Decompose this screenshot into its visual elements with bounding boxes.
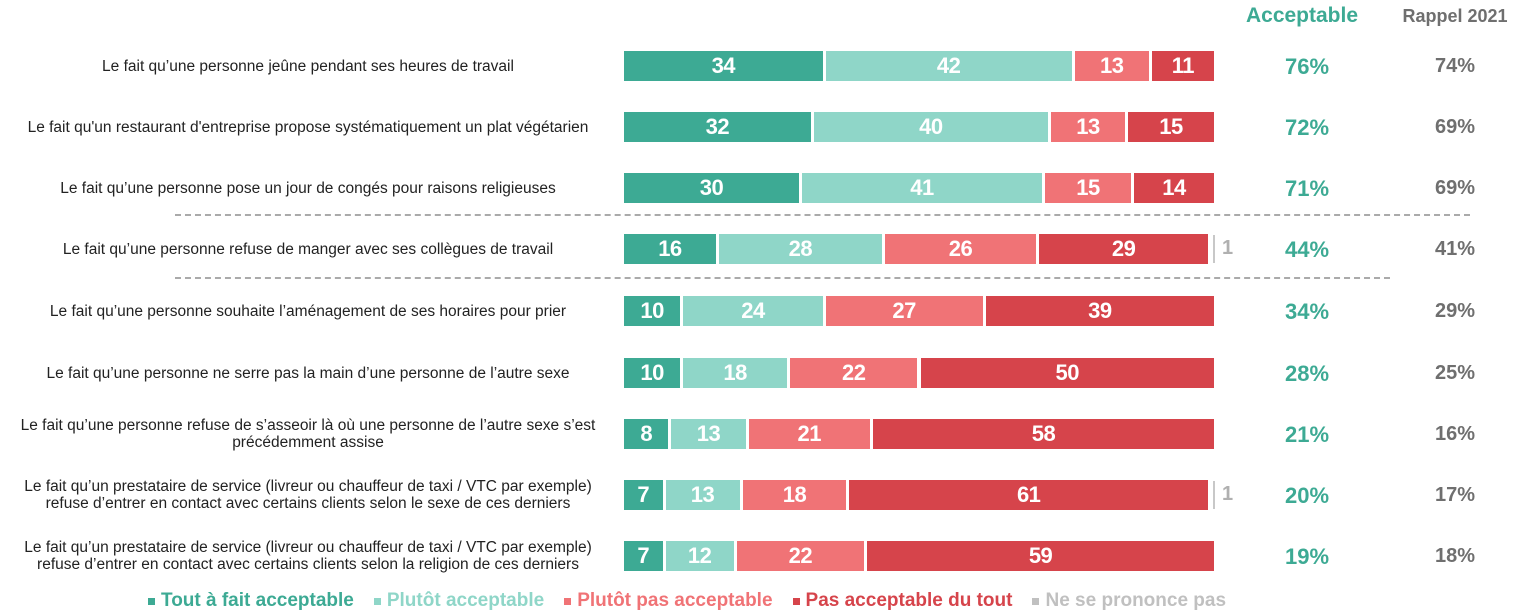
bar-segment-pas-du-tout: 58: [873, 419, 1214, 449]
legend-swatch: [564, 597, 572, 605]
legend-label: Tout à fait acceptable: [161, 590, 354, 611]
rappel-2021-value: 74%: [1434, 55, 1476, 77]
bar-segment-plutot-pas: 26: [884, 234, 1037, 264]
bar-segment-plutot-acceptable: 41: [801, 173, 1043, 203]
category-label: Le fait qu’une personne pose un jour de …: [60, 179, 556, 197]
bar-segment-pas-du-tout: 14: [1133, 173, 1214, 203]
acceptable-value: 20%: [1284, 483, 1330, 508]
bar-segment-plutot-pas: 13: [1050, 112, 1126, 142]
acceptable-value: 19%: [1284, 544, 1330, 569]
legend-item: Ne se prononce pas: [1032, 590, 1226, 612]
row-separator: [175, 277, 1390, 279]
rappel-2021-value: 41%: [1434, 238, 1476, 260]
category-label: Le fait qu'un restaurant d'entreprise pr…: [27, 118, 589, 136]
bar-segment-plutot-pas: 27: [825, 296, 983, 326]
bar-segment-plutot-pas: 22: [736, 541, 865, 571]
category-label: Le fait qu’une personne refuse de manger…: [62, 240, 554, 258]
bar-segment-plutot-pas: 18: [742, 480, 847, 510]
legend-item: Plutôt pas acceptable: [564, 590, 773, 612]
bar-segment-pas-du-tout: 15: [1128, 112, 1214, 142]
category-label: Le fait qu’une personne ne serre pas la …: [46, 364, 570, 382]
bar-segment-pas-du-tout: 39: [985, 296, 1214, 326]
rappel-2021-value: 25%: [1434, 362, 1476, 384]
legend-label: Ne se prononce pas: [1045, 590, 1227, 611]
bar-segment-plutot-acceptable: 18: [683, 358, 788, 388]
rappel-2021-value: 18%: [1434, 545, 1476, 567]
legend-item: Plutôt acceptable: [373, 590, 545, 612]
category-label: Le fait qu’un prestataire de service (li…: [24, 539, 592, 573]
bar-segment-plutot-acceptable: 12: [665, 541, 734, 571]
category-label: Le fait qu’une personne souhaite l’aména…: [49, 302, 567, 320]
bar-segment-plutot-pas: 15: [1045, 173, 1131, 203]
legend: Tout à fait acceptable Plutôt acceptable P…: [148, 590, 1226, 612]
bar-segment-pas-du-tout: 59: [867, 541, 1214, 571]
legend-swatch: [373, 597, 381, 605]
bar-segment-tout-a-fait: 7: [624, 480, 663, 510]
bar-segment-pas-du-tout: 50: [920, 358, 1214, 388]
row-separator: [175, 214, 1470, 216]
bar-segment-plutot-pas: 21: [748, 419, 871, 449]
rappel-2021-value: 17%: [1434, 484, 1476, 506]
bar-segment-tout-a-fait: 16: [624, 234, 716, 264]
acceptable-value: 34%: [1284, 299, 1330, 324]
legend-swatch: [1032, 597, 1040, 605]
legend-label: Plutôt acceptable: [386, 590, 545, 611]
rappel-2021-value: 69%: [1434, 116, 1476, 138]
category-label: Le fait qu’une personne jeûne pendant se…: [102, 57, 514, 75]
bar-segment-plutot-acceptable: 13: [665, 480, 740, 510]
header-acceptable: Acceptable: [1245, 4, 1359, 27]
bar-segment-plutot-pas: 22: [790, 358, 918, 388]
rappel-2021-value: 16%: [1434, 423, 1476, 445]
bar-segment-tout-a-fait: 10: [624, 296, 681, 326]
bar-segment-plutot-acceptable: 40: [813, 112, 1048, 142]
bar-segment-tout-a-fait: 8: [624, 419, 669, 449]
nsp-marker: [1213, 235, 1215, 263]
bar-segment-tout-a-fait: 32: [624, 112, 811, 142]
acceptable-value: 28%: [1284, 361, 1330, 386]
bar-segment-tout-a-fait: 30: [624, 173, 799, 203]
acceptable-value: 71%: [1284, 176, 1330, 201]
acceptable-value: 76%: [1284, 54, 1330, 79]
legend-swatch: [792, 597, 800, 605]
acceptable-value: 72%: [1284, 115, 1330, 140]
bar-segment-pas-du-tout: 11: [1151, 51, 1214, 81]
bar-segment-plutot-acceptable: 13: [671, 419, 746, 449]
acceptable-value: 44%: [1284, 237, 1330, 262]
nsp-marker: [1213, 481, 1215, 509]
bar-segment-tout-a-fait: 34: [624, 51, 823, 81]
legend-swatch: [148, 597, 155, 605]
bar-segment-plutot-acceptable: 28: [718, 234, 882, 264]
bar-segment-tout-a-fait: 10: [624, 358, 681, 388]
rappel-2021-value: 29%: [1434, 300, 1476, 322]
rappel-2021-value: 69%: [1434, 177, 1476, 199]
bar-segment-plutot-acceptable: 24: [683, 296, 823, 326]
legend-label: Pas acceptable du tout: [805, 590, 1013, 611]
legend-label: Plutôt pas acceptable: [577, 590, 773, 611]
acceptable-value: 21%: [1284, 422, 1330, 447]
category-label: Le fait qu’un prestataire de service (li…: [24, 478, 592, 512]
bar-segment-plutot-pas: 13: [1074, 51, 1149, 81]
bar-segment-tout-a-fait: 7: [624, 541, 663, 571]
bar-segment-pas-du-tout: 29: [1039, 234, 1209, 264]
bar-segment-plutot-acceptable: 42: [825, 51, 1072, 81]
header-rappel-2021: Rappel 2021: [1402, 6, 1508, 26]
legend-item: Tout à fait acceptable: [148, 590, 354, 612]
data-label-ne-se-prononce-pas: 1: [1222, 483, 1234, 505]
bar-segment-pas-du-tout: 61: [849, 480, 1209, 510]
legend-item: Pas acceptable du tout: [792, 590, 1013, 612]
category-label: Le fait qu’une personne refuse de s’asse…: [20, 417, 596, 451]
data-label-ne-se-prononce-pas: 1: [1222, 237, 1234, 259]
